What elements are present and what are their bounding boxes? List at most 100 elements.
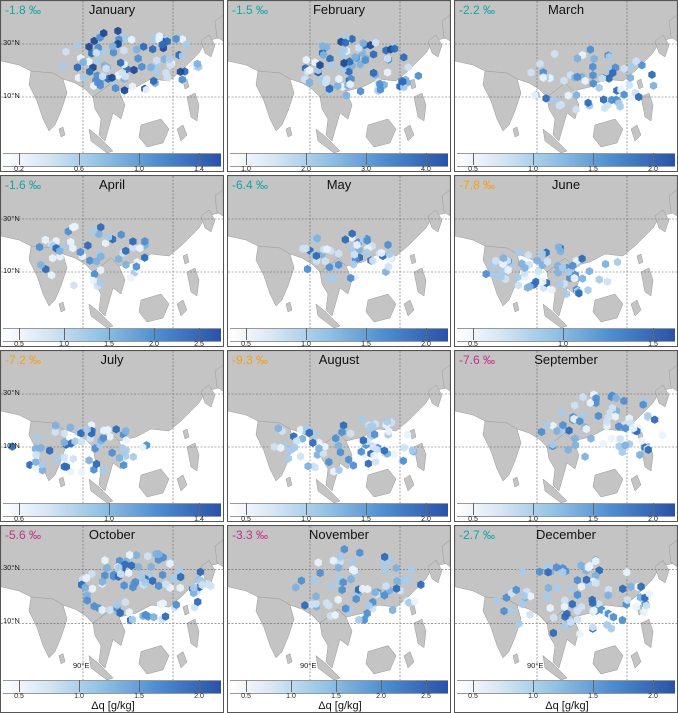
colorbar-tickmark	[473, 680, 474, 692]
hex-cell	[312, 251, 320, 260]
isotope-value: -2.7 ‰	[459, 528, 496, 542]
colorbar-tick-label: 2.0	[421, 516, 431, 522]
hex-cell	[345, 67, 353, 76]
hex-cell	[73, 63, 82, 72]
hex-cell	[114, 26, 122, 36]
colorbar-tick-label: 1.5	[331, 693, 341, 700]
hex-cell	[347, 273, 355, 283]
hex-cell	[302, 55, 310, 65]
colorbar-tickmark	[139, 680, 140, 692]
hex-cell	[549, 628, 557, 638]
hex-cell	[570, 414, 578, 424]
isotope-value: -7.6 ‰	[459, 353, 496, 367]
hex-cell	[590, 54, 598, 63]
colorbar-tick-label: 0.5	[241, 516, 251, 522]
hex-cell	[539, 73, 547, 82]
hex-cell	[411, 597, 419, 606]
hex-cell	[359, 584, 367, 594]
colorbar-tick-label: 1.0	[558, 341, 568, 347]
hex-cell	[150, 76, 158, 86]
hex-cell	[482, 269, 490, 279]
hex-cell	[581, 452, 589, 461]
hex-cell	[592, 556, 600, 566]
landmass	[214, 364, 223, 392]
landmass	[186, 618, 200, 649]
landmass	[668, 14, 677, 42]
colorbar-tick-label: 3.0	[361, 166, 371, 172]
hex-cell	[196, 567, 205, 577]
panel-title: February	[312, 2, 366, 17]
landmass	[403, 651, 415, 669]
hex-cell	[194, 597, 202, 607]
hex-cell	[533, 256, 541, 265]
hex-cell	[604, 585, 613, 594]
hex-cell	[371, 430, 379, 439]
hex-cell	[644, 445, 652, 454]
hex-cell	[182, 40, 191, 49]
hex-cell	[104, 232, 112, 242]
hex-cell	[616, 434, 624, 444]
panel-title: June	[551, 177, 581, 192]
map-svg	[228, 351, 450, 503]
hex-cell	[603, 620, 611, 630]
landmass	[427, 34, 443, 58]
hex-cell	[651, 415, 659, 424]
hex-cell	[79, 57, 87, 67]
hex-cell	[350, 250, 359, 259]
colorbar-tickmark	[653, 503, 654, 515]
colorbar-tickmark	[426, 503, 427, 515]
hex-cell	[592, 394, 600, 403]
hex-cell	[141, 610, 150, 620]
hex-cell	[562, 289, 570, 299]
hex-cell	[549, 440, 557, 449]
hex-cell	[302, 244, 310, 253]
hex-cell	[369, 422, 377, 431]
hex-cell	[618, 447, 626, 457]
colorbar-tickmark	[19, 503, 20, 515]
hex-cell	[372, 38, 380, 47]
hex-cell	[319, 449, 327, 458]
hex-cell	[555, 101, 564, 110]
hex-cell	[532, 277, 540, 286]
colorbar-tickmark	[473, 503, 474, 515]
colorbar-tickmark	[426, 680, 427, 692]
colorbar-tick-label: 2.5	[421, 693, 431, 700]
hex-cell	[544, 583, 553, 593]
landmass	[654, 34, 670, 58]
lon-label-90e: 90°E	[73, 661, 90, 670]
hex-cell	[371, 588, 379, 597]
landmass	[186, 267, 200, 297]
hex-cell	[52, 421, 60, 430]
hex-cell	[363, 236, 371, 245]
landmass	[88, 478, 114, 503]
hex-cell	[127, 273, 135, 283]
landmass	[512, 653, 520, 665]
hex-cell	[270, 442, 278, 451]
hex-cell	[536, 567, 544, 577]
map-area	[228, 351, 450, 503]
colorbar-gradient	[457, 328, 675, 342]
hex-cell	[329, 273, 338, 282]
hex-cell	[177, 572, 185, 582]
hex-cell	[190, 583, 198, 592]
colorbar: 0.5 1.0 1.5 2.0	[228, 328, 450, 346]
colorbar-tickmark	[246, 503, 247, 515]
hex-cell	[316, 60, 324, 70]
colorbar-unit-label: Δq [g/kg]	[91, 700, 135, 712]
hex-cell	[539, 277, 547, 286]
hex-cell	[158, 40, 166, 49]
panel-title: July	[100, 352, 124, 367]
map-area	[455, 1, 677, 153]
hex-cell	[166, 559, 174, 568]
colorbar-tick-label: 1.0	[528, 516, 538, 522]
hex-cell	[335, 563, 343, 573]
hex-cell	[138, 572, 146, 581]
hex-cell	[92, 48, 100, 57]
map-area	[455, 526, 677, 680]
hex-cell	[149, 45, 157, 54]
hex-cell	[608, 404, 617, 413]
hex-cell	[312, 592, 320, 601]
hex-cell	[493, 596, 501, 605]
hex-cell	[347, 574, 355, 584]
colorbar-tickmark	[246, 153, 247, 165]
